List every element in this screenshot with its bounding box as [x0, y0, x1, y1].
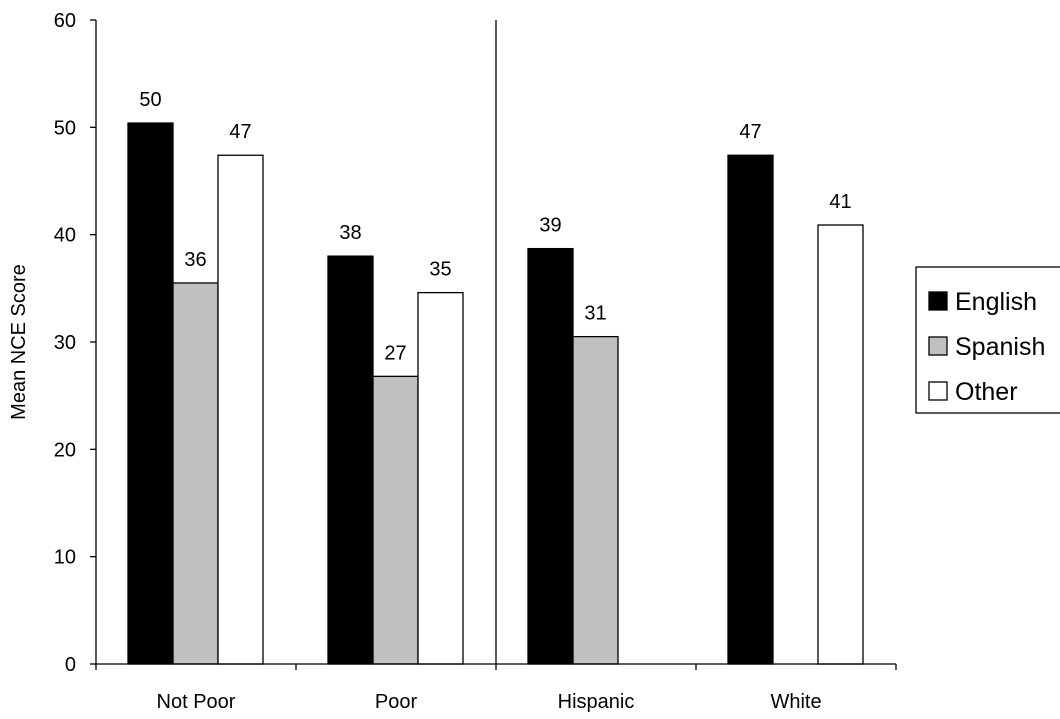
y-axis-title: Mean NCE Score — [8, 264, 30, 420]
legend-label-other: Other — [955, 378, 1018, 406]
legend-swatch-spanish — [928, 336, 948, 356]
y-tick-label: 20 — [54, 439, 76, 461]
legend-swatch-other — [928, 381, 948, 401]
y-tick-label: 60 — [54, 10, 76, 32]
bar-spanish-1 — [372, 375, 419, 665]
x-tick-label: Not Poor — [157, 691, 236, 713]
plot-area: 50 38 39 47 36 27 31 47 35 41 0 10 20 30 40 50 60 Not Poo… — [8, 10, 897, 713]
x-tick-label: Poor — [375, 691, 418, 713]
data-label-other-1: 35 — [429, 259, 451, 281]
legend: English Spanish Other — [915, 266, 1060, 414]
x-tick-label: Hispanic — [558, 691, 635, 713]
bar-english-0 — [127, 122, 174, 665]
data-label-english-3: 47 — [739, 121, 761, 143]
y-tick-label: 50 — [54, 117, 76, 139]
bar-english-2 — [527, 247, 574, 665]
legend-label-spanish: Spanish — [955, 333, 1045, 361]
y-tick-label: 10 — [54, 547, 76, 569]
data-label-english-1: 38 — [339, 222, 361, 244]
legend-label-english: English — [955, 288, 1037, 316]
x-tick-label: White — [770, 691, 821, 713]
bar-spanish-2 — [572, 335, 619, 665]
bar-other-0 — [217, 154, 264, 665]
bar-english-3 — [727, 154, 774, 665]
bar-other-1 — [417, 291, 464, 665]
data-label-spanish-2: 31 — [584, 303, 606, 325]
y-tick-label: 0 — [65, 654, 76, 676]
bar-spanish-0 — [172, 282, 219, 665]
data-label-spanish-0: 36 — [184, 249, 206, 271]
data-label-english-0: 50 — [139, 89, 161, 111]
y-tick-label: 30 — [54, 332, 76, 354]
data-label-english-2: 39 — [539, 215, 561, 237]
data-label-other-3: 41 — [829, 191, 851, 213]
bar-english-1 — [327, 255, 374, 665]
data-label-spanish-1: 27 — [384, 342, 406, 364]
data-label-other-0: 47 — [229, 121, 251, 143]
legend-swatch-english — [928, 291, 948, 311]
y-tick-label: 40 — [54, 225, 76, 247]
bar-other-3 — [817, 224, 864, 665]
